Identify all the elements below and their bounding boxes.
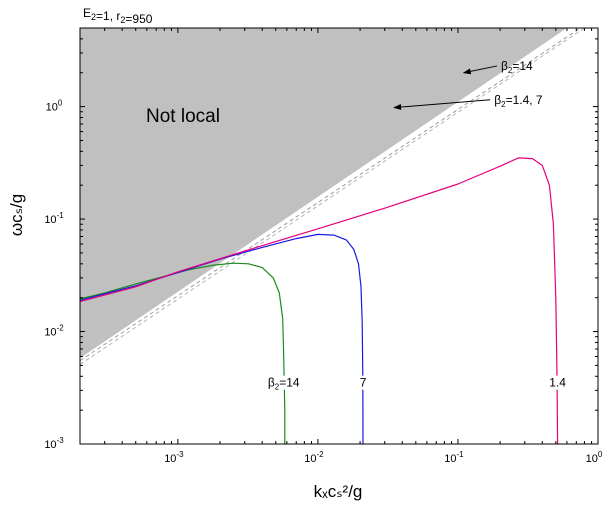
annotation-text: 7 [360, 376, 367, 390]
x-tick-label: 10-3 [164, 450, 184, 465]
x-axis-title: kₓcₛ²/g [314, 482, 363, 501]
annotation-arrow-2 [393, 99, 491, 111]
annotation-text: β2=14 [268, 376, 300, 392]
annotation-text: β2=14 [501, 59, 533, 75]
x-tick-label: 10-1 [444, 450, 464, 465]
curve-label-bg [263, 375, 304, 390]
not-local-region [80, 28, 567, 359]
y-axis-title: ωcₛ/g [7, 194, 26, 236]
chart-title: E2=1, r2=950 [83, 6, 153, 26]
y-tick-label: 10-1 [44, 211, 64, 226]
curve-label-bg [545, 375, 571, 390]
y-tick-label: 100 [46, 99, 63, 114]
annotation-arrow-1 [462, 65, 498, 75]
dashed-limit-line-1 [80, 28, 581, 362]
not-local-label: Not local [146, 106, 220, 127]
title-text: E2=1, r2=950 [83, 6, 153, 26]
series-line-3 [80, 157, 559, 444]
annotation-text: 1.4 [549, 376, 566, 390]
x-tick-label: 10-2 [304, 450, 324, 465]
y-tick-label: 10-2 [44, 324, 64, 339]
dashed-limit-line-2 [80, 28, 585, 365]
series-line-1 [80, 262, 286, 444]
curve-label-bg [357, 375, 369, 390]
x-tick-label: 100 [586, 450, 603, 465]
series-line-2 [80, 233, 364, 444]
y-tick-label: 10-3 [44, 436, 64, 451]
annotation-text: β2=1.4, 7 [494, 93, 543, 109]
